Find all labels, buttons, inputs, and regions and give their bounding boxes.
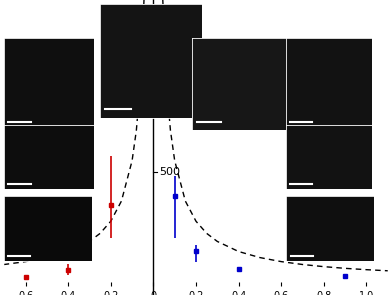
- Text: 1000: 1000: [159, 57, 187, 67]
- Text: 500: 500: [159, 167, 180, 177]
